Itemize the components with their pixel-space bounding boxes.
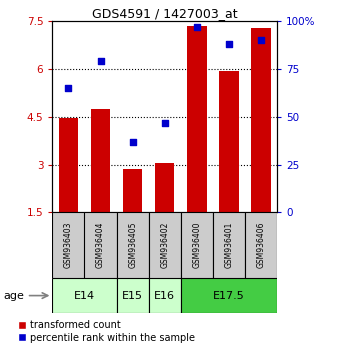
Text: GSM936406: GSM936406 xyxy=(257,222,266,268)
Text: GSM936400: GSM936400 xyxy=(192,222,201,268)
Bar xyxy=(213,212,245,278)
Point xyxy=(226,41,232,47)
Point xyxy=(258,38,264,43)
Bar xyxy=(117,278,149,313)
Point xyxy=(162,120,167,125)
Text: E14: E14 xyxy=(74,291,95,301)
Bar xyxy=(123,170,142,212)
Text: age: age xyxy=(3,291,24,301)
Point xyxy=(194,24,199,30)
Text: GSM936405: GSM936405 xyxy=(128,222,137,268)
Bar xyxy=(84,212,117,278)
Text: E17.5: E17.5 xyxy=(213,291,245,301)
Legend: transformed count, percentile rank within the sample: transformed count, percentile rank withi… xyxy=(18,320,195,343)
Title: GDS4591 / 1427003_at: GDS4591 / 1427003_at xyxy=(92,7,238,20)
Point xyxy=(130,139,135,144)
Text: E15: E15 xyxy=(122,291,143,301)
Bar xyxy=(59,118,78,212)
Bar xyxy=(219,71,239,212)
Text: GSM936403: GSM936403 xyxy=(64,222,73,268)
Text: GSM936404: GSM936404 xyxy=(96,222,105,268)
Bar xyxy=(149,278,181,313)
Text: GSM936401: GSM936401 xyxy=(224,222,234,268)
Bar xyxy=(117,212,149,278)
Point xyxy=(66,85,71,91)
Bar xyxy=(149,212,181,278)
Bar xyxy=(52,278,117,313)
Bar xyxy=(187,26,207,212)
Bar xyxy=(155,163,174,212)
Bar xyxy=(52,212,84,278)
Bar xyxy=(91,109,110,212)
Bar xyxy=(251,28,271,212)
Bar xyxy=(181,278,277,313)
Bar xyxy=(245,212,277,278)
Text: GSM936402: GSM936402 xyxy=(160,222,169,268)
Text: E16: E16 xyxy=(154,291,175,301)
Point xyxy=(98,58,103,64)
Bar xyxy=(181,212,213,278)
